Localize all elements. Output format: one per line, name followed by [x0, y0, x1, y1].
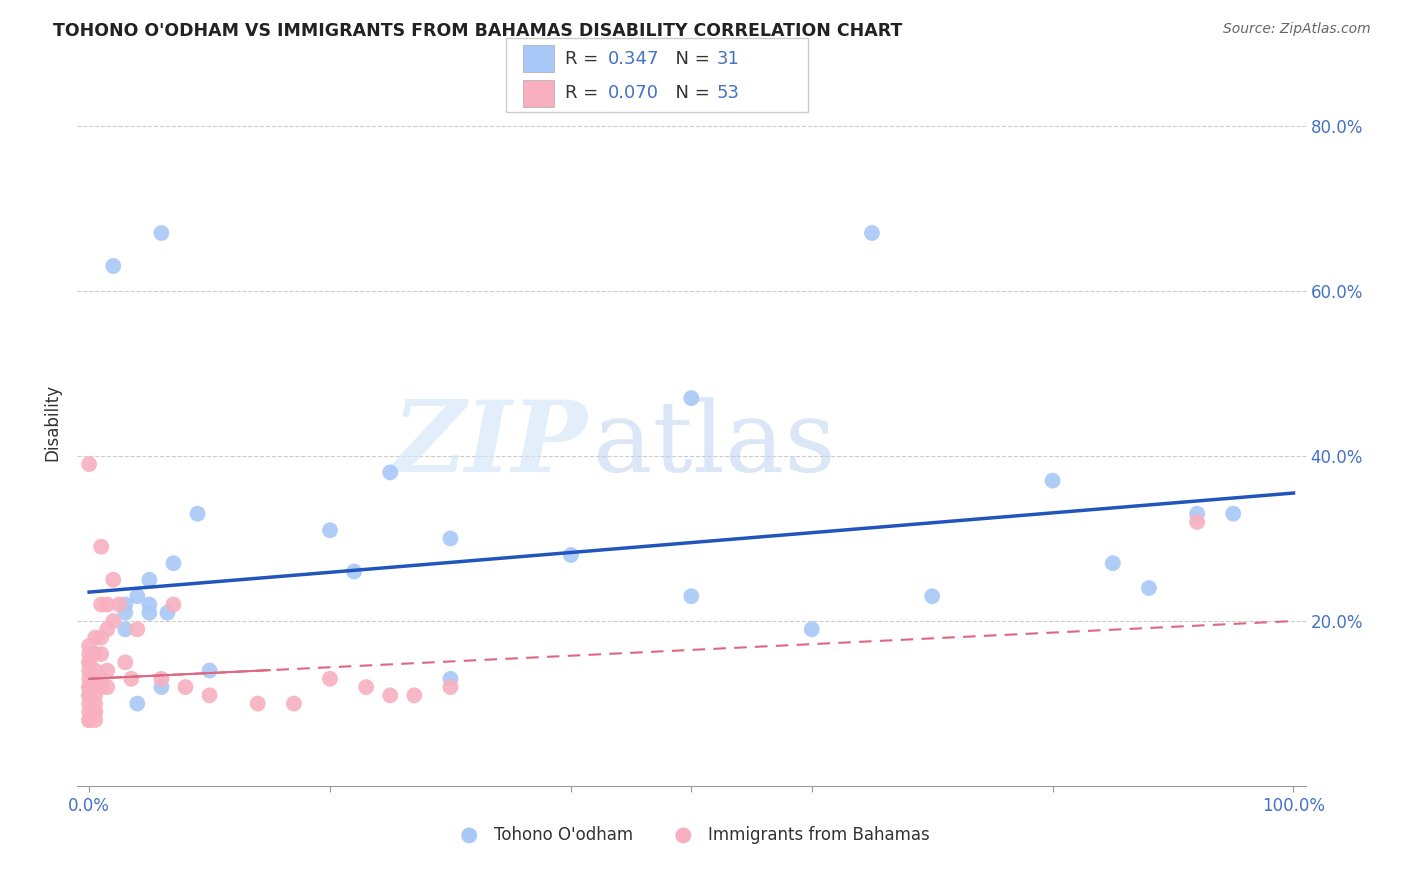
Point — [319, 523, 342, 537]
Point — [77, 705, 100, 719]
Point — [77, 689, 100, 703]
Point — [156, 606, 179, 620]
Point — [108, 598, 131, 612]
Point — [439, 532, 461, 546]
Text: 0.070: 0.070 — [607, 84, 658, 103]
Point — [921, 589, 943, 603]
Point — [90, 540, 112, 554]
Point — [96, 622, 118, 636]
Point — [77, 680, 100, 694]
Point — [84, 705, 107, 719]
Point — [198, 664, 221, 678]
Point — [103, 573, 125, 587]
Point — [150, 672, 173, 686]
Text: ZIP: ZIP — [392, 396, 586, 493]
Text: N =: N = — [664, 84, 716, 103]
Point — [380, 689, 402, 703]
Point — [1137, 581, 1160, 595]
Text: 53: 53 — [717, 84, 740, 103]
Point — [90, 631, 112, 645]
Point — [560, 548, 582, 562]
Point — [84, 647, 107, 661]
Point — [380, 466, 402, 480]
Point — [439, 680, 461, 694]
Point — [439, 672, 461, 686]
Point — [84, 664, 107, 678]
Point — [162, 598, 184, 612]
Point — [90, 647, 112, 661]
Point — [77, 655, 100, 669]
Point — [90, 672, 112, 686]
Point — [283, 697, 305, 711]
Point — [127, 589, 149, 603]
Point — [77, 713, 100, 727]
Point — [127, 622, 149, 636]
Point — [114, 598, 136, 612]
Point — [84, 680, 107, 694]
Point — [90, 598, 112, 612]
Point — [103, 259, 125, 273]
Text: 0.347: 0.347 — [607, 50, 659, 68]
Point — [77, 457, 100, 471]
Point — [681, 391, 703, 405]
Point — [114, 622, 136, 636]
Point — [860, 226, 883, 240]
Point — [138, 598, 160, 612]
Y-axis label: Disability: Disability — [44, 384, 60, 461]
Text: TOHONO O'ODHAM VS IMMIGRANTS FROM BAHAMAS DISABILITY CORRELATION CHART: TOHONO O'ODHAM VS IMMIGRANTS FROM BAHAMA… — [53, 22, 903, 40]
Point — [1101, 556, 1123, 570]
Point — [77, 639, 100, 653]
Point — [120, 672, 142, 686]
Point — [319, 672, 342, 686]
Legend: Tohono O'odham, Immigrants from Bahamas: Tohono O'odham, Immigrants from Bahamas — [446, 819, 936, 850]
Point — [77, 697, 100, 711]
Point — [77, 672, 100, 686]
Point — [138, 573, 160, 587]
Point — [96, 598, 118, 612]
Point — [150, 680, 173, 694]
Point — [90, 680, 112, 694]
Text: R =: R = — [565, 84, 605, 103]
Point — [77, 713, 100, 727]
Point — [138, 606, 160, 620]
Point — [77, 680, 100, 694]
Point — [114, 606, 136, 620]
Point — [77, 689, 100, 703]
Point — [1042, 474, 1064, 488]
Point — [114, 655, 136, 669]
Point — [84, 631, 107, 645]
Point — [127, 697, 149, 711]
Point — [198, 689, 221, 703]
Point — [96, 664, 118, 678]
Text: R =: R = — [565, 50, 605, 68]
Point — [77, 647, 100, 661]
Point — [343, 565, 366, 579]
Point — [681, 589, 703, 603]
Point — [404, 689, 426, 703]
Text: Source: ZipAtlas.com: Source: ZipAtlas.com — [1223, 22, 1371, 37]
Point — [84, 705, 107, 719]
Point — [150, 226, 173, 240]
Point — [162, 556, 184, 570]
Point — [84, 689, 107, 703]
Point — [246, 697, 269, 711]
Point — [84, 672, 107, 686]
Text: atlas: atlas — [593, 397, 835, 492]
Point — [77, 655, 100, 669]
Point — [1185, 507, 1208, 521]
Point — [103, 614, 125, 628]
Point — [354, 680, 377, 694]
Point — [84, 713, 107, 727]
Point — [186, 507, 208, 521]
Point — [800, 622, 823, 636]
Point — [84, 697, 107, 711]
Point — [1222, 507, 1244, 521]
Point — [1185, 515, 1208, 529]
Text: N =: N = — [664, 50, 716, 68]
Point — [77, 664, 100, 678]
Point — [174, 680, 197, 694]
Text: 31: 31 — [717, 50, 740, 68]
Point — [96, 680, 118, 694]
